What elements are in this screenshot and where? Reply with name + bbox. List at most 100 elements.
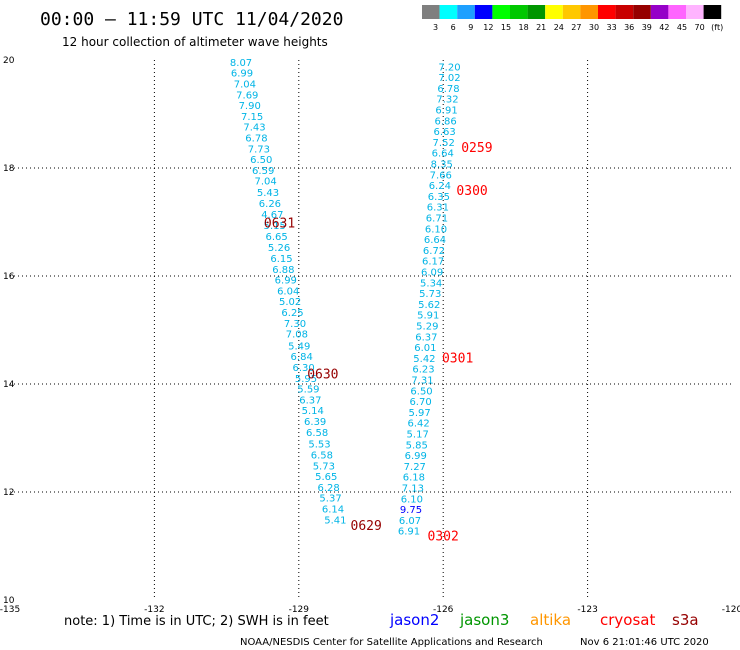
wave-height-value: 6.26 [259, 199, 281, 210]
scale-label: (ft) [711, 23, 723, 32]
wave-height-value: 6.78 [437, 84, 459, 95]
scale-swatch [633, 5, 651, 19]
wave-height-value: 5.43 [257, 188, 279, 199]
satellite-jason2: jason2 [389, 611, 439, 629]
x-tick-label: -132 [144, 605, 164, 615]
wave-height-value: 6.50 [410, 386, 432, 397]
scale-swatch [580, 5, 598, 19]
scale-label: 6 [451, 23, 456, 32]
scale-label: 30 [589, 23, 599, 32]
wave-height-value: 6.31 [427, 203, 449, 214]
scale-swatch [686, 5, 704, 19]
satellite-cryosat: cryosat [600, 611, 655, 629]
scale-swatch [457, 5, 475, 19]
y-tick-label: 16 [3, 272, 15, 282]
wave-height-value: 5.15 [264, 221, 286, 232]
scale-label: 70 [695, 23, 705, 32]
wave-height-value: 7.04 [234, 80, 256, 91]
wave-height-value: 6.88 [272, 265, 294, 276]
pass-time-label: 0259 [461, 141, 492, 156]
wave-height-value: 7.31 [411, 375, 433, 386]
wave-height-value: 7.08 [286, 330, 308, 341]
wave-height-value: 7.43 [243, 123, 265, 134]
wave-height-value: 5.62 [418, 300, 440, 311]
wave-height-value: 5.29 [416, 321, 438, 332]
wave-height-value: 6.28 [318, 483, 340, 494]
footer-credit: NOAA/NESDIS Center for Satellite Applica… [240, 637, 543, 648]
wave-height-value: 6.99 [275, 276, 297, 287]
scale-swatch [474, 5, 493, 19]
wave-height-value: 7.02 [438, 73, 460, 84]
pass-time-label: 0630 [307, 368, 338, 383]
wave-height-value: 7.15 [241, 112, 263, 123]
y-tick-label: 12 [3, 488, 14, 498]
scale-label: 33 [607, 23, 617, 32]
scale-label: 21 [536, 23, 546, 32]
x-tick-label: -123 [577, 605, 597, 615]
axis-ticks: -135 -132 -129 -126 -123 -120 10 12 14 16 18 20 [0, 56, 740, 615]
wave-height-value: 6.84 [291, 352, 313, 363]
x-tick-label: -126 [433, 605, 454, 615]
wave-height-value: 6.24 [429, 181, 451, 192]
wave-height-value: 6.09 [421, 267, 443, 278]
wave-height-value: 8.35 [431, 159, 453, 170]
wave-height-value: 6.42 [408, 419, 430, 430]
x-tick-label: -120 [722, 605, 740, 615]
satellite-altika: altika [530, 611, 571, 629]
wave-height-value: 6.07 [399, 516, 421, 527]
scale-label: 39 [642, 23, 652, 32]
scale-swatch [439, 5, 458, 19]
wave-height-value: 5.65 [315, 472, 337, 483]
wave-height-value: 5.53 [308, 440, 330, 451]
scale-swatch [545, 5, 563, 19]
wave-height-value: 6.15 [270, 254, 292, 265]
wave-height-value: 6.04 [277, 286, 299, 297]
wave-height-value: 7.69 [236, 90, 258, 101]
pass-time-labels: 0259 0300 0301 0302 0631 0630 0629 [264, 141, 493, 545]
wave-height-value: 6.37 [299, 395, 321, 406]
wave-height-value: 6.58 [306, 428, 328, 439]
wave-height-value: 6.18 [403, 473, 425, 484]
wave-height-value: 7.52 [433, 138, 455, 149]
wave-height-value: 9.75 [400, 505, 422, 516]
scale-swatch [703, 5, 722, 19]
y-tick-label: 10 [3, 596, 15, 606]
wave-height-value: 6.91 [435, 105, 457, 116]
x-tick-label: -135 [0, 605, 20, 615]
pass-time-label: 0631 [264, 216, 295, 231]
wave-height-value: 5.37 [319, 494, 341, 505]
wave-height-value: 7.73 [248, 144, 270, 155]
wave-height-value: 6.78 [245, 134, 267, 145]
scale-label: 27 [571, 23, 581, 32]
scale-label: 36 [624, 23, 634, 32]
wave-height-value: 6.01 [414, 343, 436, 354]
scale-swatch [668, 5, 686, 19]
wave-height-value: 5.14 [302, 406, 324, 417]
wave-height-value: 4.67 [261, 210, 283, 221]
wave-height-value: 7.90 [239, 101, 261, 112]
wave-height-value: 6.39 [304, 417, 326, 428]
scale-swatch [650, 5, 669, 19]
wave-height-value: 7.04 [254, 177, 276, 188]
scale-swatch [527, 5, 546, 19]
wave-height-value: 6.64 [432, 149, 454, 160]
wave-height-value: 7.32 [436, 95, 458, 106]
wave-height-value: 6.10 [401, 494, 423, 505]
scale-swatch [422, 5, 440, 19]
wave-height-value: 7.20 [438, 62, 460, 73]
wave-height-value: 5.97 [408, 408, 430, 419]
wave-height-value: 7.66 [430, 170, 452, 181]
color-scale-legend: 3 6 9 12 15 18 21 24 27 30 33 36 39 42 45 70 (ft) [422, 5, 723, 32]
satellite-legend: jason2 jason3 altika cryosat s3a [389, 611, 699, 629]
wave-height-value: 6.10 [425, 224, 447, 235]
wave-height-value: 6.23 [412, 365, 434, 376]
y-tick-label: 20 [3, 56, 15, 66]
wave-height-value: 6.99 [231, 69, 253, 80]
scale-swatch [562, 5, 581, 19]
scale-label: 15 [501, 23, 511, 32]
footer-timestamp: Nov 6 21:01:46 UTC 2020 [580, 637, 709, 648]
wave-height-value: 5.41 [324, 515, 346, 526]
wave-height-value: 7.27 [404, 462, 426, 473]
wave-height-value: 5.73 [313, 461, 335, 472]
